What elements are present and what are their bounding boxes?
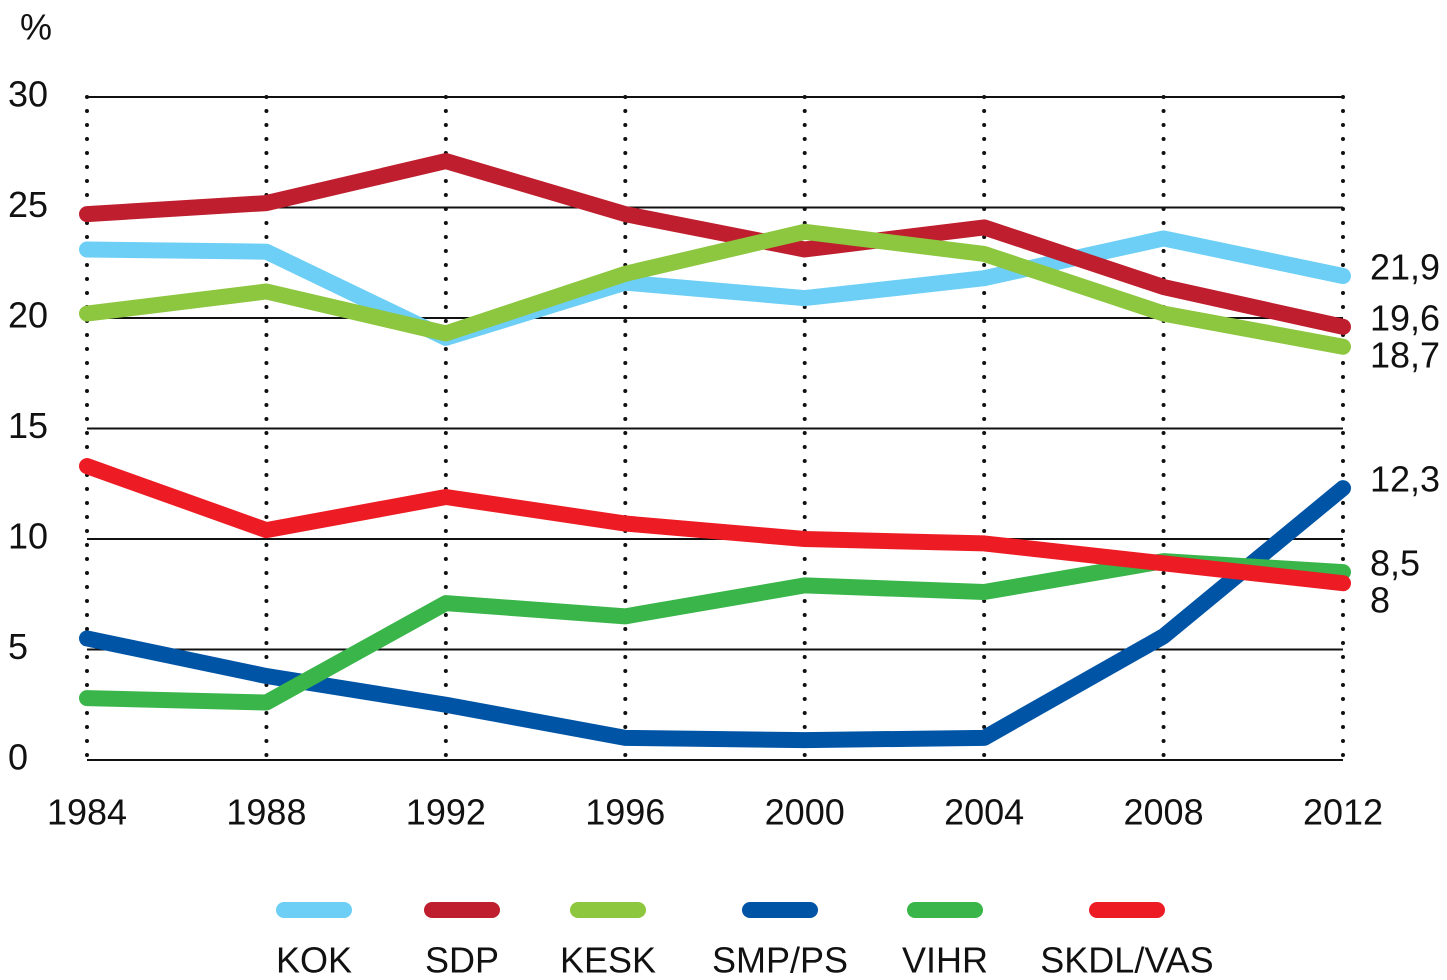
legend-label: KESK (560, 940, 656, 980)
x-tick-label: 2000 (765, 792, 845, 833)
legend-label: SMP/PS (712, 940, 848, 980)
x-tick-label: 1984 (47, 792, 127, 833)
legend-label: KOK (276, 940, 352, 980)
value-label: 21,9 (1370, 247, 1440, 288)
x-tick-label: 2012 (1303, 792, 1383, 833)
x-tick-label: 1992 (406, 792, 486, 833)
x-tick-label: 1996 (585, 792, 665, 833)
series-line (79, 230, 1351, 346)
x-tick-label: 1988 (226, 792, 306, 833)
value-label: 12,3 (1370, 459, 1440, 500)
series-line (79, 223, 1351, 355)
value-label: 19,6 (1370, 297, 1440, 338)
x-tick-label: 2004 (944, 792, 1024, 833)
y-tick-label: 10 (8, 516, 48, 557)
series-line (79, 458, 1351, 592)
y-tick-label: 30 (8, 74, 48, 115)
y-tick-label: 20 (8, 295, 48, 336)
series-line (79, 153, 1351, 335)
y-tick-label: 0 (8, 737, 28, 778)
legend-label: SDP (425, 940, 499, 980)
x-tick-label: 2008 (1124, 792, 1204, 833)
y-tick-label: 15 (8, 405, 48, 446)
y-tick-label: 5 (8, 626, 28, 667)
legend-label: VIHR (902, 940, 988, 980)
legend-label: SKDL/VAS (1040, 940, 1213, 980)
value-label: 8 (1370, 580, 1390, 621)
value-label: 8,5 (1370, 543, 1420, 584)
y-axis-label: % (20, 7, 52, 48)
value-label: 18,7 (1370, 334, 1440, 375)
y-tick-label: 25 (8, 184, 48, 225)
